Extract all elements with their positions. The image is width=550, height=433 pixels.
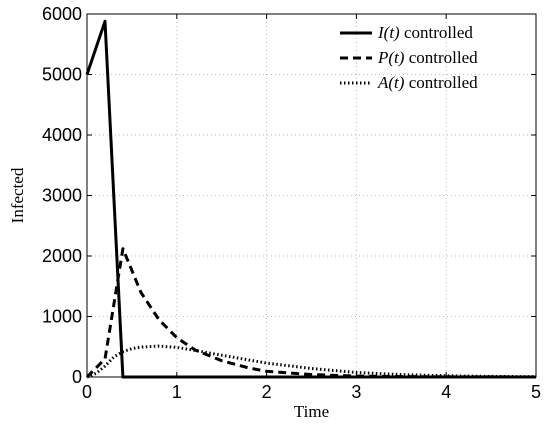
x-tick-label: 5 (531, 382, 541, 402)
series-line-p (85, 247, 537, 379)
y-tick-label: 3000 (42, 186, 82, 206)
x-tick-label: 4 (441, 382, 451, 402)
legend: I(t) controlled P(t) controlled A(t) contr… (340, 23, 478, 92)
x-tick-label: 0 (82, 382, 92, 402)
axis-ticks: 0 1 2 3 4 5 0 1000 2000 3000 4000 5000 6000 (42, 4, 541, 402)
y-tick-label: 0 (72, 367, 82, 387)
legend-entry: I(t) controlled (377, 23, 473, 42)
y-tick-label: 5000 (42, 65, 82, 85)
y-axis-label: Infected (8, 167, 27, 223)
x-tick-label: 1 (172, 382, 182, 402)
x-tick-label: 3 (351, 382, 361, 402)
legend-entry: P(t) controlled (377, 48, 478, 67)
series-line-a (86, 344, 537, 379)
y-tick-label: 4000 (42, 125, 82, 145)
y-tick-label: 1000 (42, 307, 82, 327)
grid-lines (87, 14, 536, 377)
y-tick-label: 6000 (42, 4, 82, 24)
x-axis-label: Time (294, 402, 329, 421)
x-tick-label: 2 (262, 382, 272, 402)
y-tick-label: 2000 (42, 246, 82, 266)
legend-entry: A(t) controlled (377, 73, 478, 92)
